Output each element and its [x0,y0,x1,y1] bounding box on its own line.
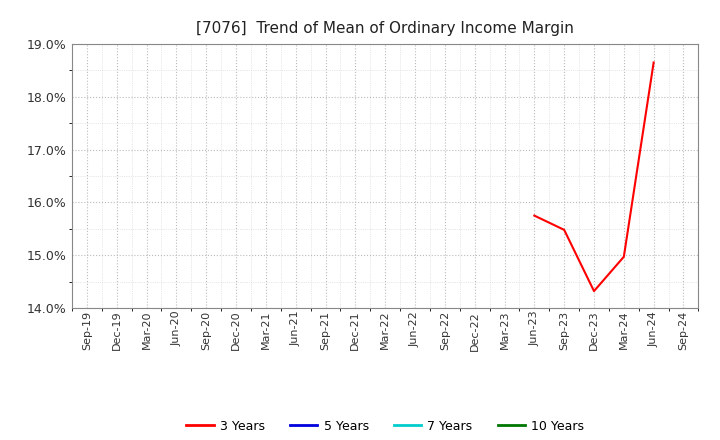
Legend: 3 Years, 5 Years, 7 Years, 10 Years: 3 Years, 5 Years, 7 Years, 10 Years [181,414,590,437]
3 Years [649,60,658,65]
3 Years [619,254,628,260]
3 Years [590,289,598,294]
Line: 3 Years: 3 Years [534,62,654,291]
Title: [7076]  Trend of Mean of Ordinary Income Margin: [7076] Trend of Mean of Ordinary Income … [197,21,574,36]
3 Years [530,213,539,218]
3 Years [560,227,569,232]
